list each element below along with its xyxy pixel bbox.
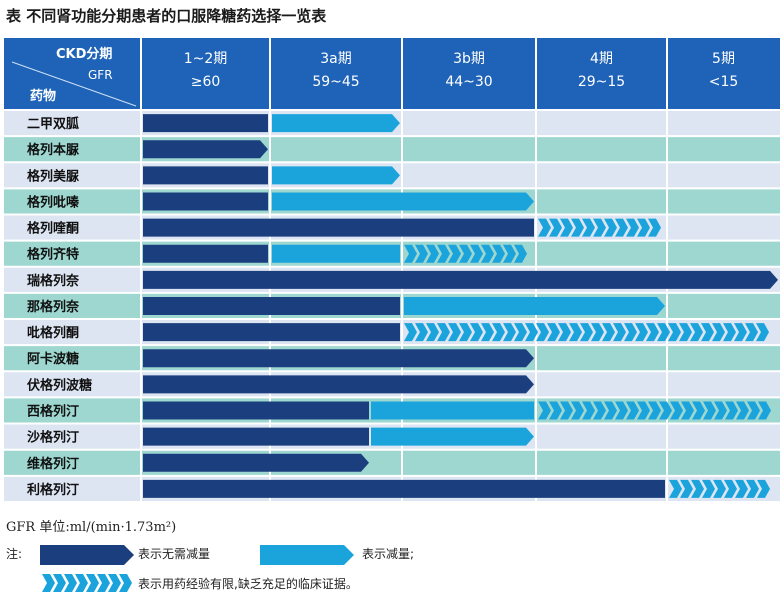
dark-bar-segment [143, 192, 268, 211]
drug-selection-chart: CKD分期 GFR 药物 1~2期 ≥60 3a期 59~45 3b期 44~30 4期 29~15… [4, 38, 780, 503]
drug-name: 那格列奈 [27, 299, 80, 315]
light-bar-segment [371, 427, 534, 446]
drug-name: 西格列汀 [27, 403, 79, 419]
dark-bar-segment [143, 453, 369, 472]
dark-bar-segment [143, 349, 534, 368]
drug-name: 瑞格列奈 [27, 273, 80, 289]
light-bar-segment [404, 296, 665, 315]
dark-bar-segment [143, 218, 534, 237]
stage-gfr-1: ≥60 [191, 74, 221, 90]
drug-name: 格列吡嗪 [27, 194, 79, 210]
dark-bar-segment [143, 427, 369, 446]
legend-dark-swatch [40, 545, 134, 565]
header-band [4, 38, 780, 110]
chevron-bar-segment [669, 479, 770, 498]
dark-bar-segment [143, 114, 268, 133]
legend-chevron-text: 表示用药经验有限,缺乏充足的临床证据。 [138, 577, 358, 591]
drug-name: 格列本脲 [27, 142, 80, 158]
legend-chevron-marks [42, 574, 132, 592]
chevron-bar-segment [538, 401, 771, 420]
dark-bar-segment [143, 140, 268, 159]
dark-bar-segment [143, 166, 268, 185]
drug-name: 阿卡波糖 [27, 351, 79, 367]
chevron-bar-segment [538, 218, 661, 237]
legend-light-swatch [260, 545, 354, 565]
light-bar-segment [371, 401, 534, 420]
dark-bar-segment [143, 479, 665, 498]
chevron-bar-segment [404, 323, 769, 342]
dark-bar-segment [143, 323, 400, 342]
dark-bar-segment [143, 296, 400, 315]
corner-gfr-label: GFR [88, 68, 113, 82]
dark-bar-segment [143, 270, 778, 289]
chevron-bar-segment [404, 244, 527, 263]
stage-name-3: 3b期 [453, 51, 485, 67]
drug-name: 伏格列波糖 [27, 377, 92, 393]
legend-label: 注: [6, 547, 23, 561]
stage-gfr-3: 44~30 [445, 74, 492, 90]
table-title: 表 不同肾功能分期患者的口服降糖药选择一览表 [6, 7, 327, 25]
drug-name: 沙格列汀 [27, 430, 79, 446]
stage-name-1: 1~2期 [184, 51, 228, 67]
stage-gfr-5: <15 [709, 74, 739, 90]
legend-chevron-swatch [42, 574, 132, 592]
drug-name: 格列美脲 [27, 168, 80, 184]
drug-name: 吡格列酮 [27, 325, 79, 341]
drug-name: 二甲双胍 [27, 116, 79, 132]
legend-dark-text: 表示无需减量 [138, 547, 211, 561]
dark-bar-segment [143, 375, 534, 394]
legend-light-text: 表示减量; [362, 547, 415, 561]
stage-gfr-2: 59~45 [312, 74, 359, 90]
table-row [4, 136, 780, 163]
drug-name: 利格列汀 [27, 482, 79, 498]
light-bar-segment [272, 192, 534, 211]
stage-name-4: 4期 [590, 51, 613, 67]
stage-name-2: 3a期 [320, 51, 352, 67]
stage-name-5: 5期 [712, 51, 735, 67]
dark-bar-segment [143, 244, 268, 263]
drug-name: 格列喹酮 [27, 221, 79, 237]
gfr-unit-note: GFR 单位:ml/(min·1.73m²) [6, 520, 177, 535]
dark-bar-segment [143, 401, 369, 420]
stage-gfr-4: 29~15 [578, 74, 625, 90]
corner-diagonal [11, 61, 137, 107]
corner-drug-label: 药物 [30, 88, 56, 104]
drug-name: 维格列汀 [27, 456, 79, 472]
light-bar-segment [272, 244, 400, 263]
light-bar-segment [272, 114, 400, 133]
light-bar-segment [272, 166, 400, 185]
drug-name: 格列齐特 [27, 247, 79, 263]
corner-stage-label: CKD分期 [56, 46, 112, 62]
table-row [4, 449, 780, 476]
